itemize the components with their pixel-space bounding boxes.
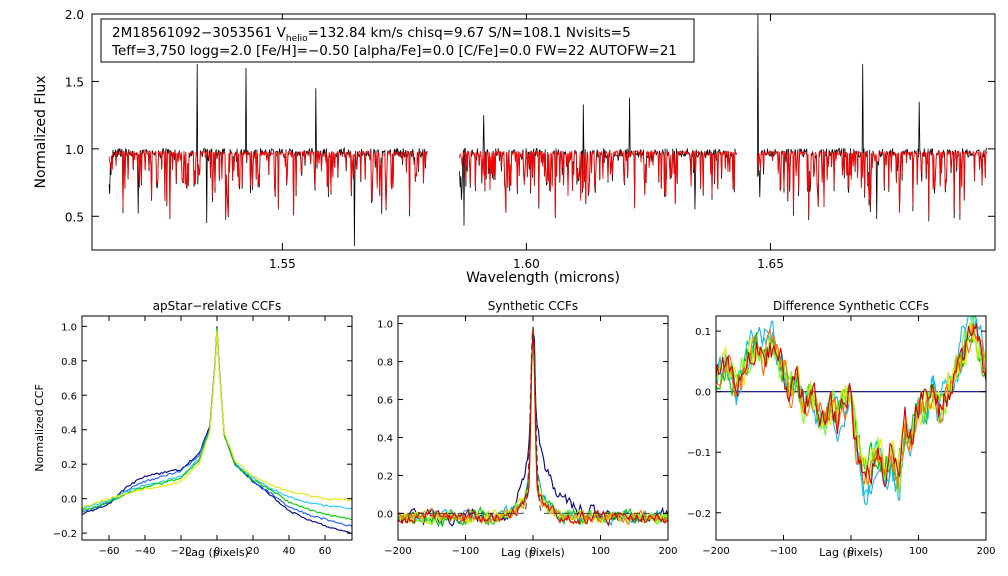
info-line-1-end: =132.84 km/s chisq=9.67 S/N=108.1 Nvisit…	[308, 25, 631, 41]
spectrum-model-chip-3	[756, 149, 988, 218]
difference-ccf-x-tick-label: −100	[770, 546, 797, 557]
spectrum-frame	[91, 13, 996, 251]
difference-ccf-line-7	[716, 323, 986, 488]
synthetic-ccf-x-tick-label: 0	[530, 546, 536, 557]
spectrum-series	[108, 14, 988, 247]
synthetic-ccf-panel: Synthetic CCFs −200 −100 0 100 200 0.0 0.2 0.4 0…	[377, 299, 677, 559]
apstar-ccf-y-tick-label: 1.0	[61, 322, 77, 333]
apstar-ccf-x-tick-label: 0	[214, 546, 220, 557]
difference-ccf-y-tick-label: −0.2	[687, 509, 711, 520]
spectrum-y-axis-label: Normalized Flux	[33, 76, 49, 189]
difference-ccf-x-tick-label: −200	[702, 546, 729, 557]
spectrum-x-axis-label: Wavelength (microns)	[466, 270, 620, 286]
apstar-ccf-plot-area	[82, 326, 352, 535]
difference-ccf-x-axis-label: Lag (pixels)	[819, 546, 883, 559]
spectrum-x-tick-label: 1.65	[757, 257, 784, 271]
difference-ccf-x-tick-label: 0	[848, 546, 854, 557]
spectrum-axes: 1.55 1.60 1.65 0.5 1.0 1.5 2.0	[65, 8, 995, 271]
apstar-ccf-y-tick-label: 0.4	[61, 426, 77, 437]
synthetic-ccf-y-tick-label: 0.8	[377, 358, 393, 369]
spectrum-x-tick-label: 1.55	[269, 257, 296, 271]
apstar-ccf-x-tick-label: 20	[247, 546, 260, 557]
apstar-ccf-y-tick-label: −0.2	[53, 529, 77, 540]
synthetic-ccf-line-7	[398, 326, 668, 527]
difference-ccf-x-tick-label: 100	[909, 546, 928, 557]
spectrum-plot-area	[108, 14, 988, 247]
spectrum-x-tick-label: 1.60	[513, 257, 540, 271]
apstar-ccf-x-tick-label: 40	[283, 546, 296, 557]
apstar-ccf-x-axis-label: Lag (pixels)	[185, 546, 249, 559]
synthetic-ccf-plot-area	[398, 326, 668, 528]
difference-ccf-y-tick-label: 0.0	[695, 388, 711, 399]
apstar-ccf-title: apStar−relative CCFs	[153, 299, 282, 313]
apstar-ccf-x-tick-label: −20	[170, 546, 191, 557]
apstar-ccf-y-tick-label: 0.0	[61, 495, 77, 506]
synthetic-ccf-x-tick-label: −200	[384, 546, 411, 557]
synthetic-ccf-reference-line	[398, 327, 668, 514]
difference-ccf-y-tick-label: 0.1	[695, 327, 711, 338]
apstar-ccf-x-tick-label: −40	[134, 546, 155, 557]
synthetic-ccf-y-tick-label: 1.0	[377, 320, 393, 331]
apstar-ccf-line-1	[82, 326, 352, 535]
info-line-1-subscript: helio	[286, 34, 308, 44]
difference-ccf-panel: Difference Synthetic CCFs −200 −100 0 100 20…	[687, 299, 996, 559]
info-line-1: 2M18561092−3053561 Vhelio=132.84 km/s ch…	[112, 25, 631, 44]
spectrum-y-tick-label: 1.0	[65, 143, 84, 157]
synthetic-ccf-x-tick-label: 200	[658, 546, 677, 557]
spectrum-y-tick-label: 1.5	[65, 75, 84, 89]
apstar-ccf-y-axis-label: Normalized CCF	[33, 384, 46, 472]
apstar-ccf-axes: −60 −40 −20 0 20 40 60 −0.2 0.0 0.2 0.4 0.6 0.8 1.0	[53, 316, 352, 557]
apstar-ccf-y-tick-label: 0.8	[61, 357, 77, 368]
apstar-ccf-y-tick-label: 0.2	[61, 460, 77, 471]
spectrum-info-box: 2M18561092−3053561 Vhelio=132.84 km/s ch…	[100, 18, 695, 63]
spectrum-y-tick-label: 0.5	[65, 210, 84, 224]
spectrum-model-chip-2	[459, 149, 738, 215]
spectrum-y-tick-label: 2.0	[65, 8, 84, 22]
difference-ccf-title: Difference Synthetic CCFs	[773, 299, 929, 313]
apstar-ccf-y-tick-label: 0.6	[61, 391, 77, 402]
synthetic-ccf-x-tick-label: −100	[452, 546, 479, 557]
apstar-ccf-x-tick-label: −60	[98, 546, 119, 557]
spectrum-model-chip-1	[108, 149, 428, 217]
synthetic-ccf-y-tick-label: 0.6	[377, 396, 393, 407]
apstar-ccf-panel: apStar−relative CCFs −60 −40 −20 0 20 40 60 −0.…	[33, 299, 353, 559]
apstar-ccf-line-5	[82, 329, 352, 509]
synthetic-ccf-y-tick-label: 0.4	[377, 433, 393, 444]
difference-ccf-axes: −200 −100 0 100 200 −0.2 −0.1 0.0 0.1	[687, 316, 996, 557]
difference-ccf-plot-area	[716, 316, 986, 506]
synthetic-ccf-axes: −200 −100 0 100 200 0.0 0.2 0.4 0.6 0.8 1.0	[377, 316, 678, 557]
apstar-ccf-x-tick-label: 60	[319, 546, 332, 557]
synthetic-ccf-title: Synthetic CCFs	[488, 299, 578, 313]
info-box-frame	[100, 18, 695, 63]
info-line-1-start: 2M18561092−3053561 V	[112, 25, 287, 41]
synthetic-ccf-y-tick-label: 0.2	[377, 471, 393, 482]
spectrum-panel: 1.55 1.60 1.65 0.5 1.0 1.5 2.0 2M18561092−3053…	[33, 8, 996, 286]
info-line-2: Teff=3,750 logg=2.0 [Fe/H]=−0.50 [alpha/…	[111, 43, 677, 59]
synthetic-ccf-x-axis-label: Lag (pixels)	[501, 546, 565, 559]
synthetic-ccf-x-tick-label: 100	[591, 546, 610, 557]
difference-ccf-y-tick-label: −0.1	[687, 448, 711, 459]
synthetic-ccf-y-tick-label: 0.0	[377, 509, 393, 520]
difference-ccf-x-tick-label: 200	[976, 546, 995, 557]
